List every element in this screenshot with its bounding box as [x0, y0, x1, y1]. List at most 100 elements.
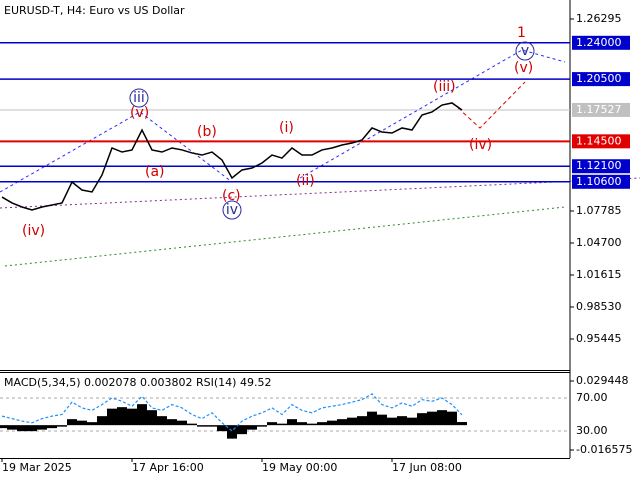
macd-bar: [287, 419, 297, 426]
macd-bar: [7, 425, 17, 430]
wave-circle: [515, 41, 535, 61]
y-tick-label: 1.04700: [576, 236, 622, 249]
macd-bar: [127, 408, 137, 426]
wave-label: (iii): [433, 79, 456, 95]
y-tick-label: 1.26295: [576, 12, 622, 25]
y-tick-label: 70.00: [576, 391, 608, 404]
trend-line: [0, 177, 640, 209]
trend-line: [4, 206, 566, 267]
x-tick-label: 19 Mar 2025: [2, 461, 72, 474]
y2-tick-label: 0.029448: [576, 374, 629, 387]
macd-bar: [77, 420, 87, 426]
level-label: 1.14500: [576, 134, 622, 147]
macd-bar: [277, 423, 287, 426]
macd-bar: [247, 425, 257, 430]
y-tick-label: 0.95445: [576, 332, 622, 345]
macd-bar: [427, 411, 437, 426]
chart-title: EURUSD-T, H4: Euro vs US Dollar: [4, 4, 185, 17]
macd-bar: [437, 410, 447, 426]
x-tick-label: 17 Jun 08:00: [392, 461, 462, 474]
macd-bar: [167, 419, 177, 426]
y-tick-label: 1.07785: [576, 204, 622, 217]
wave-label: iii: [133, 90, 145, 106]
rsi-line: [1, 393, 463, 432]
wave-label: (v): [514, 60, 533, 76]
level-label: 1.24000: [576, 36, 622, 49]
macd-bar: [97, 416, 107, 426]
wave-label: 1: [517, 25, 526, 41]
wave-channel: [299, 49, 566, 179]
macd-bar: [297, 422, 307, 426]
macd-bar: [457, 422, 467, 426]
macd-bar: [387, 417, 397, 426]
macd-bar: [217, 425, 227, 432]
y-tick-label: 0.98530: [576, 300, 622, 313]
macd-bar: [257, 425, 267, 427]
macd-bar: [187, 423, 197, 426]
wave-circle: [222, 200, 242, 220]
macd-bar: [177, 420, 187, 426]
level-label: 1.10600: [576, 175, 622, 188]
macd-bar: [37, 425, 47, 430]
macd-bar: [117, 407, 127, 426]
indicator-title: MACD(5,34,5) 0.002078 0.003802 RSI(14) 4…: [4, 376, 271, 389]
wave-label: (iv): [22, 223, 45, 239]
level-label: 1.20500: [576, 72, 622, 85]
macd-bar: [237, 425, 247, 435]
wave-label: (b): [197, 124, 217, 140]
wave-label: (i): [279, 120, 294, 136]
wave-label: (a): [145, 164, 165, 180]
macd-bar: [137, 404, 147, 426]
macd-bar: [267, 422, 277, 426]
last-price-label: 1.17527: [576, 103, 622, 116]
macd-bar: [197, 425, 207, 427]
level-box: [572, 134, 630, 149]
macd-bar: [357, 416, 367, 426]
level-box: [572, 35, 630, 50]
macd-bar: [47, 425, 57, 429]
level-label: 1.12100: [576, 159, 622, 172]
macd-bar: [147, 410, 157, 426]
macd-bar: [407, 417, 417, 426]
macd-bar: [157, 416, 167, 426]
macd-bar: [27, 425, 37, 432]
wave-label: (iv): [469, 137, 492, 153]
forecast-line: [457, 81, 526, 129]
layout: [0, 0, 640, 459]
wave-circle: [129, 88, 149, 108]
last-price-box: [572, 102, 630, 117]
macd-bar: [417, 413, 427, 426]
level-box: [572, 159, 630, 174]
macd-bar: [377, 414, 387, 426]
wave-label: (v): [130, 105, 149, 121]
macd-bar: [107, 408, 117, 426]
level-box: [572, 72, 630, 87]
macd-bar: [207, 425, 217, 427]
macd-bar: [347, 417, 357, 426]
macd-bar: [307, 423, 317, 426]
macd-bar: [87, 422, 97, 426]
macd-bar: [337, 419, 347, 426]
macd-bar: [0, 425, 7, 429]
wave-label: v: [521, 43, 529, 59]
macd-bar: [397, 416, 407, 426]
macd-bar: [57, 425, 67, 427]
wave-label: (c): [222, 188, 241, 204]
macd-bar: [367, 411, 377, 426]
macd-bar: [317, 422, 327, 426]
x-tick-label: 19 May 00:00: [262, 461, 337, 474]
y-tick-label: 1.01615: [576, 268, 622, 281]
macd-bar: [17, 425, 27, 432]
macd-bar: [67, 419, 77, 426]
macd-bar: [327, 420, 337, 426]
macd-bar: [447, 411, 457, 426]
level-box: [572, 174, 630, 189]
price-line: [1, 102, 463, 211]
x-tick-label: 17 Apr 16:00: [132, 461, 204, 474]
wave-label: (ii): [296, 173, 315, 189]
wave-label: iv: [226, 202, 238, 218]
macd-bar: [227, 425, 237, 439]
y2-tick-label: -0.016575: [576, 443, 632, 456]
